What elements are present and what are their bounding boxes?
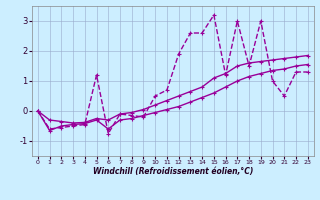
X-axis label: Windchill (Refroidissement éolien,°C): Windchill (Refroidissement éolien,°C) [92,167,253,176]
